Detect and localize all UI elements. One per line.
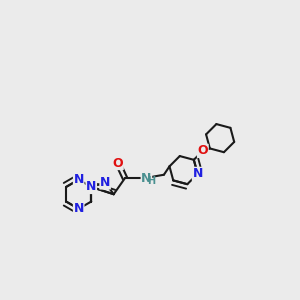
Text: O: O: [112, 157, 123, 169]
Text: O: O: [197, 144, 208, 157]
Text: N: N: [74, 173, 84, 186]
Text: N: N: [100, 176, 110, 189]
Text: N: N: [192, 167, 203, 180]
Text: H: H: [147, 176, 155, 186]
Text: N: N: [86, 181, 97, 194]
Text: N: N: [141, 172, 152, 185]
Text: N: N: [74, 202, 84, 215]
